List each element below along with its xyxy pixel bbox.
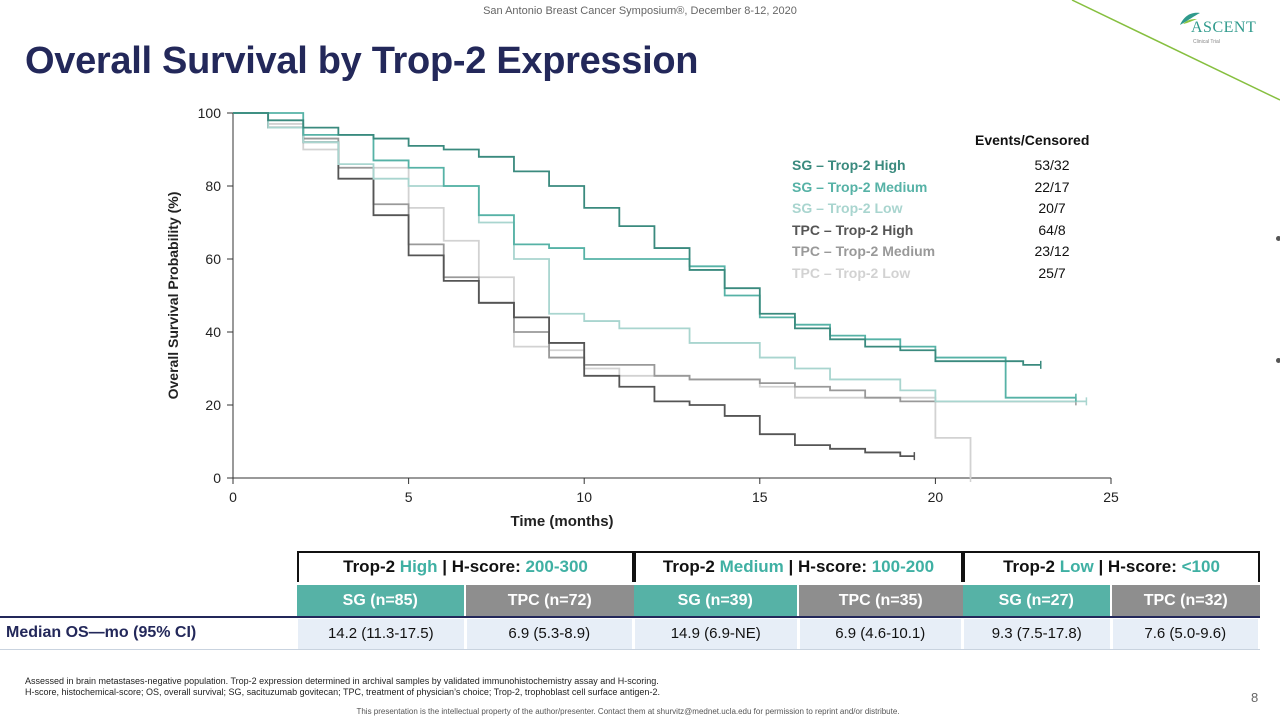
decorative-diagonal-line [1071,0,1280,101]
table-arm-header: SG (n=85) [297,585,464,616]
y-tick-label: 40 [205,324,221,340]
table-arm-header: SG (n=39) [634,585,797,616]
x-tick-label: 20 [928,489,944,505]
conference-header: San Antonio Breast Cancer Symposium®, De… [483,5,797,17]
header-text-part: Trop-2 [343,557,400,576]
footnotes: Assessed in brain metastases-negative po… [25,676,660,698]
legend-events-censored: 20/7 [1038,200,1066,216]
km-survival-chart: 0 5 10 15 20 25 0 20 40 60 80 100 Time (months) Overa… [165,105,1119,530]
header-text-part: 100-200 [871,557,935,576]
legend-series-label: TPC – Trop-2 Low [792,264,911,281]
ascent-logo: ASCENT Clinical Trial [1175,8,1275,48]
table-group-header: Trop-2 Low | H-score: <100 [963,551,1260,582]
page-number: 8 [1251,690,1259,705]
table-cell-median-os: 6.9 (5.3-8.9) [466,619,632,649]
table-arm-header: TPC (n=72) [465,585,634,616]
km-curve [233,112,1087,403]
legend-row: SG – Trop-2 Medium 22/17 [792,179,1092,199]
legend-events-censored: 53/32 [1034,157,1070,173]
table-arm-header: TPC (n=35) [798,585,963,616]
y-axis-label: Overall Survival Probability (%) [165,192,181,400]
header-text-part: <100 [1181,557,1220,576]
km-curve [233,112,1041,366]
x-tick-label: 5 [405,489,413,505]
y-tick-label: 100 [198,105,222,121]
footnote-line-2: H-score, histochemical-score; OS, overal… [25,687,660,697]
header-text-part: | H-score: [437,557,526,576]
header-text-part: Low [1059,557,1094,576]
header-text-part: Trop-2 [1003,557,1060,576]
y-tick-label: 0 [213,470,221,486]
edge-dot [1276,236,1280,241]
legend-series-label: SG – Trop-2 Low [792,200,903,216]
legend-row: SG – Trop-2 High 53/32 [792,157,1092,177]
legend-series-label: SG – Trop-2 Medium [792,178,928,195]
x-tick-label: 25 [1103,489,1119,505]
legend-events-censored: 23/12 [1034,243,1070,259]
logo-wordmark: ASCENT [1191,19,1257,36]
table-divider [0,616,1260,618]
table-bottom-rule [0,649,1260,650]
legend-series-label: SG – Trop-2 High [792,157,906,173]
header-text-part: 200-300 [525,557,588,576]
table-arm-header: SG (n=27) [963,585,1110,616]
footnote-line-1: Assessed in brain metastases-negative po… [25,676,659,686]
table-row-label: Median OS—mo (95% CI) [6,624,197,641]
legend-row: SG – Trop-2 Low 20/7 [792,200,1092,220]
header-text-part: Medium [719,557,784,576]
table-group-header: Trop-2 High | H-score: 200-300 [297,551,634,582]
table-cell-median-os: 6.9 (4.6-10.1) [799,619,961,649]
header-text-part: High [399,557,438,576]
table-group-header: Trop-2 Medium | H-score: 100-200 [634,551,963,582]
header-text-part: Trop-2 [662,557,720,576]
slide-title: Overall Survival by Trop-2 Expression [25,40,699,82]
y-tick-label: 20 [205,397,221,413]
table-arm-header: TPC (n=32) [1111,585,1260,616]
legend-row: TPC – Trop-2 Medium 23/12 [792,243,1092,263]
legend-series-label: TPC – Trop-2 Medium [792,243,936,259]
legend-row: TPC – Trop-2 High 64/8 [792,222,1092,242]
ip-notice: This presentation is the intellectual pr… [356,707,900,716]
legend-row: TPC – Trop-2 Low 25/7 [792,265,1092,285]
header-text-part: | H-score: [1093,557,1182,576]
x-tick-label: 10 [576,489,592,505]
logo-subtitle: Clinical Trial [1193,39,1220,45]
x-tick-label: 0 [229,489,237,505]
leaf-icon [1180,12,1200,25]
edge-dot [1276,358,1280,363]
legend-events-censored: 25/7 [1038,264,1066,281]
km-curve [233,112,915,457]
header-text-part: | H-score: [783,557,872,576]
x-axis-label: Time (months) [510,513,613,530]
legend-events-censored: 22/17 [1034,178,1070,195]
table-cell-median-os: 14.9 (6.9-NE) [635,619,797,649]
km-curve [233,112,1076,399]
legend-events-censored: 64/8 [1038,221,1066,238]
legend-series-label: TPC – Trop-2 High [792,221,914,238]
table-cell-median-os: 9.3 (7.5-17.8) [964,619,1110,649]
y-tick-label: 60 [205,251,221,267]
legend-title: Events/Censored [975,132,1090,148]
table-cell-median-os: 14.2 (11.3-17.5) [298,619,464,649]
x-tick-label: 15 [752,489,768,505]
km-curve [233,112,1076,403]
y-tick-label: 80 [205,178,221,194]
table-cell-median-os: 7.6 (5.0-9.6) [1112,619,1258,649]
